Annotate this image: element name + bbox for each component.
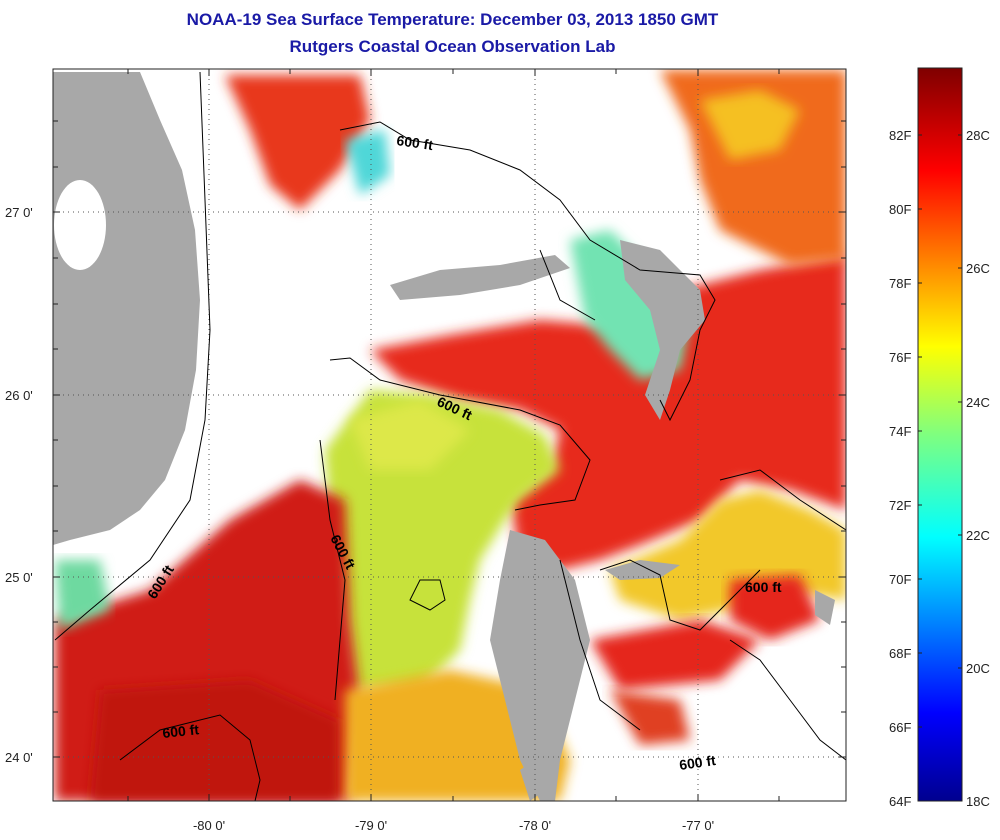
lat-tick-label: 26 0' [5, 388, 33, 403]
warm-water-east [370, 255, 846, 570]
sst-field [53, 69, 846, 801]
lon-tick-label: -77 0' [682, 818, 714, 833]
warm-patch-north [225, 75, 370, 210]
axis-ticks [53, 69, 846, 801]
lat-tick-label: 27 0' [5, 205, 33, 220]
colorbar-label-f: 68F [889, 646, 912, 661]
colorbar-label-f: 76F [889, 350, 912, 365]
map-frame [52, 68, 847, 802]
isobath-600ft [54, 71, 846, 801]
grand-bahama-land [390, 255, 570, 300]
lat-tick-label: 25 0' [5, 570, 33, 585]
colorbar-label-c: 28C [966, 128, 990, 143]
isobath-label: 600 ft [745, 579, 782, 595]
map-subtitle: Rutgers Coastal Ocean Observation Lab [289, 37, 616, 56]
eleuthera-land [605, 560, 680, 580]
lon-tick-label: -79 0' [355, 818, 387, 833]
lon-tick-label: -80 0' [193, 818, 225, 833]
colorbar-label-f: 70F [889, 572, 912, 587]
lat-tick-label: 24 0' [5, 750, 33, 765]
colorbar-label-f: 82F [889, 128, 912, 143]
lon-tick-label: -78 0' [519, 818, 551, 833]
colorbar-label-c: 24C [966, 395, 990, 410]
andros-land [490, 530, 590, 801]
isobath-label: 600 ft [396, 132, 435, 153]
abaco-land [620, 240, 705, 420]
colorbar-label-c: 18C [966, 794, 990, 809]
colorbar-label-f: 80F [889, 202, 912, 217]
colorbar-label-c: 22C [966, 528, 990, 543]
isobath-label: 600 ft [162, 721, 200, 741]
colorbar-label-f: 64F [889, 794, 912, 809]
isobath-label: 600 ft [678, 752, 717, 773]
colorbar-label-c: 26C [966, 261, 990, 276]
colorbar-ticks [918, 134, 962, 728]
colorbar-label-c: 20C [966, 661, 990, 676]
colorbar-label-f: 66F [889, 720, 912, 735]
colorbar-label-f: 74F [889, 424, 912, 439]
graticule [53, 69, 846, 801]
colorbar-label-f: 72F [889, 498, 912, 513]
colorbar [917, 67, 963, 802]
map-title: NOAA-19 Sea Surface Temperature: Decembe… [186, 10, 719, 29]
colorbar-label-f: 78F [889, 276, 912, 291]
warm-water-northeast [660, 70, 846, 265]
